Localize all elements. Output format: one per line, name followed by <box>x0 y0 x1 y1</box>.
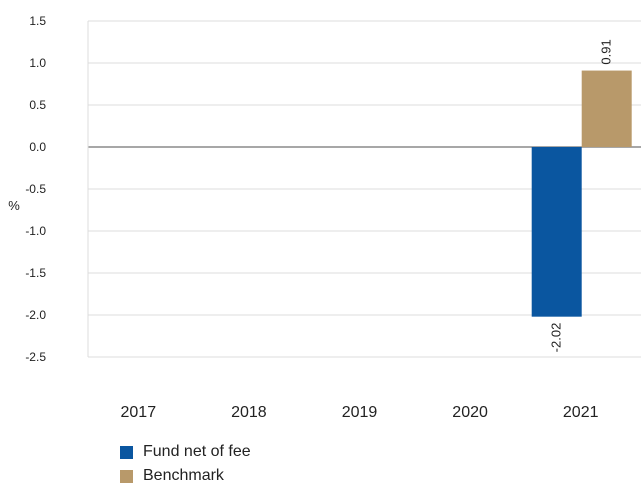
x-category-label: 2020 <box>452 404 488 421</box>
y-tick-label: -2.0 <box>25 308 46 322</box>
y-tick-label: -2.5 <box>25 350 46 364</box>
y-axis-label: % <box>8 198 20 213</box>
legend: Fund net of fee Benchmark <box>120 440 251 488</box>
bar-fund-2021 <box>531 147 582 317</box>
data-label: -2.02 <box>549 323 564 353</box>
y-tick-label: -1.0 <box>25 224 46 238</box>
x-category-label: 2018 <box>231 404 267 421</box>
data-label: 0.91 <box>599 39 614 64</box>
legend-item-benchmark: Benchmark <box>120 464 251 488</box>
legend-item-fund: Fund net of fee <box>120 440 251 464</box>
x-category-label: 2019 <box>342 404 378 421</box>
y-tick-label: 1.5 <box>29 14 46 28</box>
y-tick-label: 0.5 <box>29 98 46 112</box>
legend-swatch-benchmark <box>120 469 133 483</box>
legend-swatch-fund <box>120 445 133 459</box>
y-tick-label: 1.0 <box>29 56 46 70</box>
x-category-label: 2017 <box>121 404 157 421</box>
y-tick-label: 0.0 <box>29 140 46 154</box>
legend-label-fund: Fund net of fee <box>143 443 251 460</box>
y-tick-label: -1.5 <box>25 266 46 280</box>
bar-benchmark-2021 <box>581 70 632 147</box>
y-tick-label: -0.5 <box>25 182 46 196</box>
legend-label-benchmark: Benchmark <box>143 467 224 484</box>
x-category-label: 2021 <box>563 404 599 421</box>
